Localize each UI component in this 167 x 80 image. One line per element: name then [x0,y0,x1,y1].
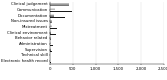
Bar [50,25,52,26]
Bar [50,9,55,10]
Bar [50,28,57,29]
Bar [50,51,52,52]
Bar [50,38,51,39]
Bar [50,10,55,11]
Bar [50,11,72,12]
Bar [50,17,65,18]
Bar [50,16,53,17]
Bar [50,4,69,5]
Bar [50,32,51,33]
Bar [50,8,55,9]
Bar [50,45,53,46]
Bar [50,37,51,38]
Bar [50,48,51,49]
Bar [50,49,51,50]
Bar [50,3,69,4]
Bar [50,5,69,6]
Bar [50,33,51,34]
Bar [50,15,53,16]
Bar [50,21,52,22]
Bar [50,22,52,23]
Bar [50,39,51,40]
Bar [50,62,51,63]
Bar [50,26,52,27]
Bar [50,14,53,15]
Bar [50,43,51,44]
Bar [50,50,51,51]
Bar [50,31,51,32]
Bar [50,20,52,21]
Bar [50,42,51,43]
Bar [50,34,56,35]
